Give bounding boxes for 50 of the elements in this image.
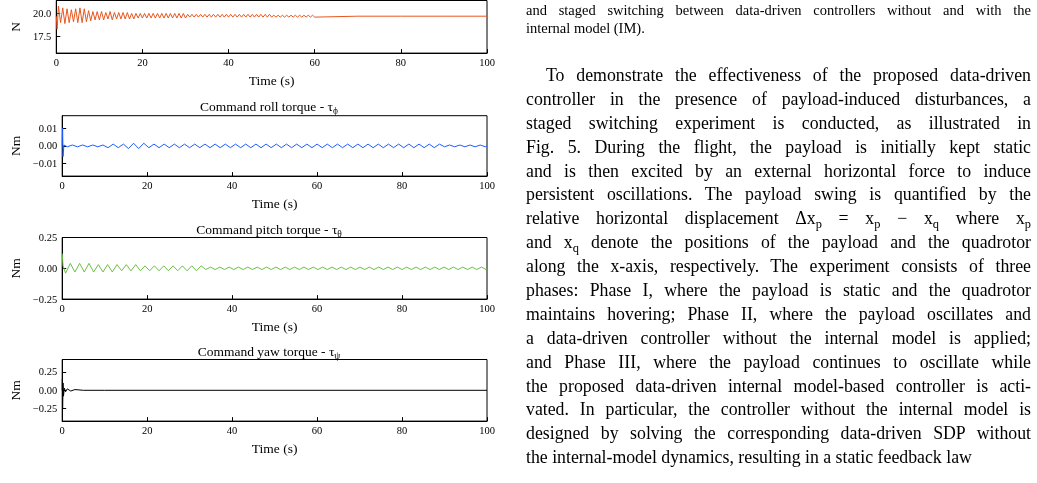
x-axis-title: Time (s)	[248, 72, 295, 88]
x-axis-title: Time (s)	[251, 195, 298, 211]
x-tick-label: 0	[53, 57, 59, 69]
y-tick-label: −0.01	[32, 158, 58, 170]
x-tick-label: 80	[396, 180, 408, 192]
y-axis-title: Nm	[7, 379, 23, 401]
chart-title: Command pitch torque - τ$_{θ}$	[196, 221, 342, 239]
y-axis-title: Nm	[7, 257, 23, 279]
x-tick-label: 0	[59, 303, 65, 315]
chart-title: Command roll torque - τ$_{ϕ}$	[199, 99, 339, 116]
x-tick-label: 100	[479, 180, 495, 192]
x-tick-label: 100	[479, 425, 495, 437]
x-tick-label: 40	[226, 425, 238, 437]
y-tick-label: 0.25	[38, 232, 58, 243]
y-tick-label: 17.5	[32, 30, 52, 42]
x-tick-label: 80	[396, 303, 408, 315]
y-tick-label: −0.25	[32, 293, 58, 305]
line-series	[55, 5, 488, 30]
x-tick-label: 40	[223, 57, 234, 69]
text: and staged switching between data-driven controllers without and with the internal model (IM).	[526, 1, 1031, 37]
y-tick-label: 0.00	[38, 262, 58, 274]
x-tick-label: 80	[395, 57, 407, 69]
x-tick-label: 80	[396, 425, 408, 437]
x-tick-label: 60	[311, 180, 323, 192]
x-tick-label: 20	[137, 57, 148, 69]
text: To demonstrate the effectiveness of the proposed data-driven controller in the presence of payload-induced disturbances, a staged switching experiment is conducted, as illustrated in Fig. 5. During the flight, the payload is initially kept static and is then excited by an external horizontal force to induce persistent oscillations. The payload swing is quantified by the relative horizontal displacement Δx$_{p}$ = x$_{p}$ − x$_{q}$ where x$_{p}$ and x$_{q}$ denote the positions of the payload and the quadrotor along the x-axis, respectively. The experiment consists of three phases: Phase I, where the payload is static and the quadrotor maintains hovering; Phase II, where the payload oscillates and a data-driven controller without the internal model is applied; and Phase III, where the payload continues to oscillate while the proposed data-driven internal model-based controller is acti- vated. In particular, the controller without the internal model is designed by solving the corresponding data-driven SDP without the internal-model dynamics, resulting in a static feedback law	[526, 65, 1032, 468]
x-tick-label: 40	[226, 303, 238, 315]
y-tick-label: 0.25	[38, 366, 58, 378]
line-series	[61, 253, 488, 274]
x-tick-label: 100	[479, 303, 495, 315]
x-tick-label: 60	[311, 303, 323, 315]
x-tick-label: 0	[59, 180, 65, 192]
x-axis-title: Time (s)	[251, 318, 298, 334]
y-axis-title: Nm	[7, 135, 23, 157]
x-tick-label: 20	[141, 303, 153, 315]
x-tick-label: 100	[479, 57, 495, 69]
y-axis-title: N	[7, 21, 23, 32]
x-tick-label: 0	[59, 425, 65, 437]
x-tick-label: 40	[226, 180, 238, 192]
line-series	[61, 127, 488, 158]
y-tick-label: 0.00	[38, 384, 58, 396]
y-tick-label: 0.01	[38, 122, 58, 134]
x-tick-label: 60	[311, 425, 323, 437]
y-tick-label: 0.00	[38, 140, 58, 152]
x-tick-label: 60	[309, 57, 320, 69]
y-tick-label: −0.25	[32, 403, 58, 415]
x-axis-title: Time (s)	[251, 440, 298, 456]
x-tick-label: 20	[141, 425, 153, 437]
y-tick-label: 20.0	[32, 7, 52, 19]
x-tick-label: 20	[141, 180, 153, 192]
